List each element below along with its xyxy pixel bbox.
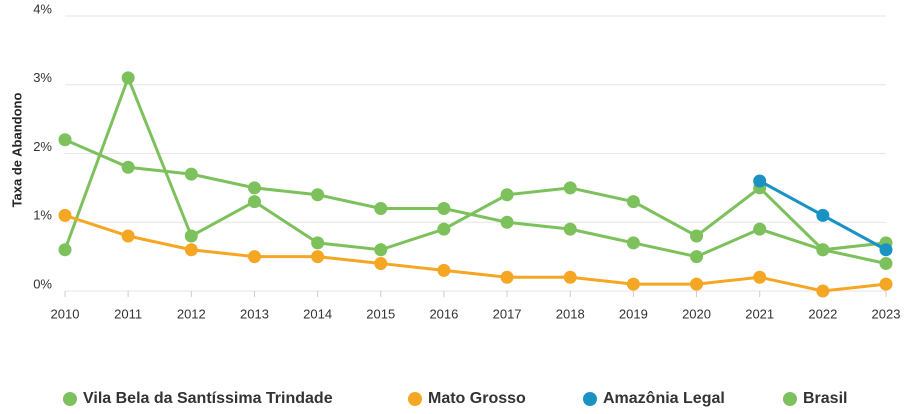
data-point <box>374 257 388 270</box>
y-tick-label: 2% <box>33 139 52 154</box>
data-point <box>500 188 514 202</box>
data-point <box>247 195 261 209</box>
data-point <box>626 277 640 291</box>
series-line <box>64 138 887 265</box>
y-axis-label: Taxa de Abandono <box>9 93 24 208</box>
data-point <box>311 188 325 202</box>
data-point <box>184 229 198 243</box>
data-point <box>690 229 704 243</box>
data-point <box>374 202 388 215</box>
x-tick-label: 2015 <box>366 306 395 321</box>
data-point <box>247 181 261 195</box>
x-tick-label: 2012 <box>177 306 206 321</box>
y-tick-label: 0% <box>33 276 52 291</box>
data-point <box>58 243 72 257</box>
data-point <box>437 222 451 236</box>
x-tick-label: 2010 <box>51 306 80 321</box>
x-tick-label: 2016 <box>429 306 458 321</box>
data-point <box>626 195 640 209</box>
data-point <box>58 133 72 147</box>
data-point <box>500 270 514 284</box>
data-point <box>753 222 767 236</box>
y-tick-label: 3% <box>33 70 52 85</box>
data-point <box>626 236 640 250</box>
data-point <box>311 250 325 264</box>
x-tick-label: 2011 <box>114 306 142 321</box>
x-tick-label: 2020 <box>682 306 711 321</box>
data-point <box>58 208 72 222</box>
data-point <box>311 236 325 250</box>
x-tick-label: 2018 <box>556 306 585 321</box>
data-point <box>753 270 767 284</box>
data-point <box>879 257 893 270</box>
x-tick-label: 2021 <box>745 306 774 321</box>
x-tick-label: 2023 <box>872 306 901 321</box>
data-point <box>184 243 198 257</box>
legend-label: Amazônia Legal <box>603 390 725 407</box>
series-line <box>64 213 887 293</box>
data-point <box>563 181 577 195</box>
legend-label: Mato Grosso <box>428 390 526 407</box>
data-point <box>121 160 135 174</box>
legend-marker <box>408 392 422 406</box>
x-tick-label: 2013 <box>240 306 269 321</box>
legend-marker <box>783 392 797 406</box>
data-point <box>500 215 514 229</box>
data-point <box>879 277 893 291</box>
x-tick-label: 2014 <box>303 306 332 321</box>
data-point <box>184 167 198 181</box>
y-tick-label: 1% <box>33 208 52 223</box>
data-point <box>690 250 704 264</box>
series-line <box>63 73 887 252</box>
x-tick-label: 2022 <box>808 306 837 321</box>
data-point <box>121 229 135 243</box>
data-point <box>753 174 767 188</box>
data-point <box>816 208 830 222</box>
data-point <box>437 202 451 215</box>
data-point <box>563 222 577 236</box>
data-point <box>437 263 451 277</box>
data-point <box>374 243 388 257</box>
data-point <box>879 243 893 257</box>
data-point <box>690 277 704 291</box>
x-tick-label: 2017 <box>493 306 522 321</box>
legend-label: Vila Bela da Santíssima Trindade <box>83 390 333 407</box>
x-tick-label: 2019 <box>619 306 648 321</box>
data-point <box>247 250 261 264</box>
legend-marker <box>63 392 77 406</box>
legend-label: Brasil <box>803 390 847 407</box>
data-point <box>563 270 577 284</box>
data-point <box>816 284 830 298</box>
y-tick-label: 4% <box>33 1 52 16</box>
data-point <box>121 71 135 85</box>
data-point <box>816 243 830 257</box>
legend-marker <box>583 392 597 406</box>
